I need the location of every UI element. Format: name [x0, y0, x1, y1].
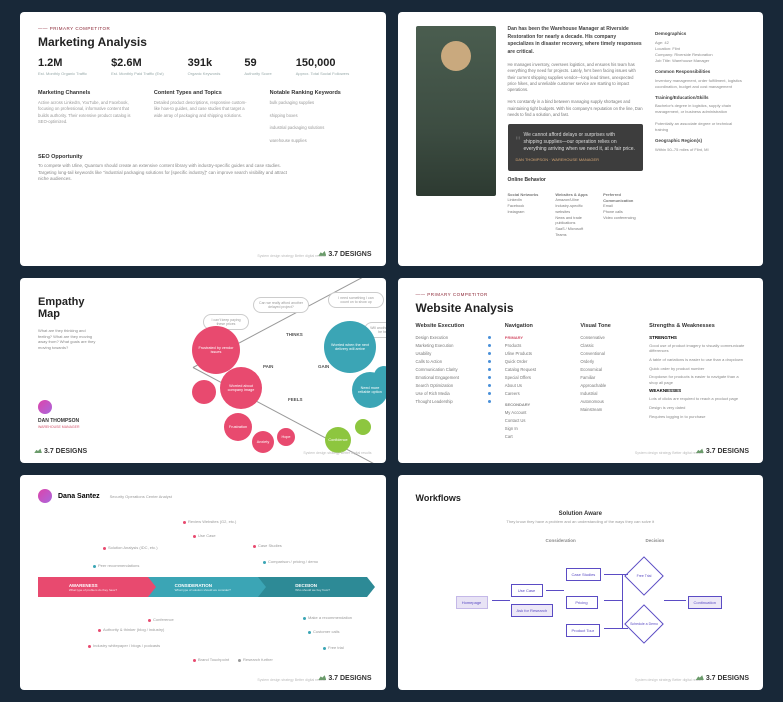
- wf-continuation: Continuation: [688, 596, 722, 609]
- metric-val: 1.2M: [38, 57, 87, 69]
- empathy-bubble: Hope: [277, 428, 295, 446]
- journey-point: Peer recommendations: [88, 563, 139, 568]
- journey-point: Free trial: [318, 645, 344, 650]
- empathy-bubble: [192, 380, 216, 404]
- persona-photo: [416, 26, 496, 196]
- avatar-icon: [38, 400, 52, 414]
- competitor-tag: —— PRIMARY COMPETITOR: [38, 26, 368, 31]
- metrics-row: 1.2MEst. Monthly Organic Traffic $2.6MEs…: [38, 57, 368, 76]
- speech-bubble: Can we really afford another delayed pro…: [253, 297, 309, 313]
- empathy-bubble: Worried about company image: [220, 367, 262, 409]
- journey-diagram: AWARENESSWhat type of problem do they ha…: [38, 509, 368, 659]
- empathy-bubble: Frustration: [224, 413, 252, 441]
- title: Marketing Analysis: [38, 35, 368, 49]
- persona-sidebar: DemographicsAge: 42 Location: Flint Comp…: [655, 26, 745, 244]
- columns: Marketing ChannelsActive across LinkedIn…: [38, 90, 368, 144]
- wf-producttour: Product Tour: [566, 624, 601, 637]
- persona-quote: " We cannot afford delays or surprises w…: [508, 124, 644, 171]
- journey-point: Conference: [143, 617, 174, 622]
- journey-point: Solution Analysis (IDC, etc.): [98, 545, 158, 550]
- journey-point: Industry whitepaper / blogs / podcasts: [83, 643, 160, 648]
- journey-point: Case Studies: [248, 543, 282, 548]
- empathy-bubble: Anxiety: [252, 431, 274, 453]
- slide-grid: —— PRIMARY COMPETITOR Marketing Analysis…: [20, 12, 763, 690]
- wf-casestudies: Case Studies: [566, 568, 602, 581]
- journey-point: Research further: [233, 657, 273, 662]
- avatar-icon: [38, 489, 52, 503]
- empathy-bubble: Worried when the next delivery will arri…: [324, 321, 376, 373]
- empathy-diagram: THINKS PAIN GAIN FEELS Can we really aff…: [108, 292, 368, 442]
- empathy-bubble: Frustrated by vendor issues: [192, 326, 240, 374]
- wf-pricing: Pricing: [566, 596, 598, 609]
- empathy-bubble: Need more reliable option: [352, 372, 386, 408]
- speech-bubble: I need something I can count on to show …: [328, 292, 384, 308]
- seo-heading: SEO Opportunity: [38, 154, 368, 160]
- card-persona: Dan has been the Warehouse Manager at Ri…: [398, 12, 764, 266]
- journey-stage: AWARENESSWhat type of problem do they ha…: [38, 577, 148, 597]
- wf-usecase: Use Case: [511, 584, 543, 597]
- journey-point: Authority & thinker (blog / industry): [93, 627, 164, 632]
- journey-point: Customer calls: [303, 629, 339, 634]
- wf-ask: Ask for Research: [511, 604, 554, 617]
- brand-logo: 3.7 DESIGNS: [318, 250, 371, 258]
- card-empathy-map: Empathy Map What are they thinking and f…: [20, 278, 386, 464]
- journey-point: Use Case: [188, 533, 216, 538]
- journey-point: Brand Touchpoint: [188, 657, 229, 662]
- card-marketing-analysis: —— PRIMARY COMPETITOR Marketing Analysis…: [20, 12, 386, 266]
- card-workflows: Workflows Solution Aware They know they …: [398, 475, 764, 690]
- journey-point: Review Websites (G2, etc.): [178, 519, 236, 524]
- wf-sched-diamond: Schedule a Demo: [624, 605, 664, 645]
- journey-stage: CONSIDERATIONWhat type of solution shoul…: [148, 577, 258, 597]
- journey-stage: DECISIONWho should we buy from?: [258, 577, 368, 597]
- wf-trial-diamond: Free Trial: [624, 557, 664, 597]
- journey-point: Make a recommendation: [298, 615, 352, 620]
- empathy-bubble: Confidence: [325, 427, 351, 453]
- empathy-bubble: [355, 419, 371, 435]
- card-website-analysis: —— PRIMARY COMPETITOR Website Analysis W…: [398, 278, 764, 464]
- card-journey: Dana Santez Security Operations Center A…: [20, 475, 386, 690]
- wf-homepage: Homepage: [456, 596, 488, 609]
- journey-point: Comparison / pricing / demo: [258, 559, 318, 564]
- workflow-diagram: Consideration Decision Homepage Use Case…: [416, 538, 746, 668]
